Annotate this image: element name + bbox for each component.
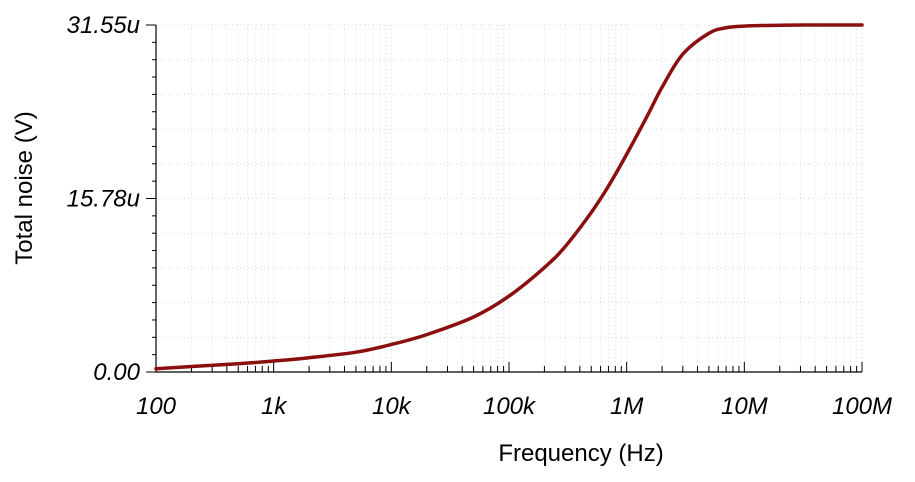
grid [155,24,863,372]
x-tick-label: 100k [483,393,537,420]
x-tick-label: 100M [832,393,892,420]
y-axis-title: Total noise (V) [11,111,38,264]
series-line-total-noise [154,23,864,371]
y-tick-label: 31.55u [67,12,140,39]
axes [146,24,863,373]
x-tick-label: 1M [610,393,643,420]
x-tick-label: 100 [136,393,177,420]
y-tick-labels: 0.00 15.78u 31.55u [67,12,141,386]
x-axis-title: Frequency (Hz) [498,440,663,467]
x-tick-label: 10M [721,393,768,420]
x-tick-label: 10k [372,393,413,420]
series-layer [154,23,864,371]
x-tick-labels: 100 1k 10k 100k 1M 10M 100M [136,393,892,420]
x-tick-label: 1k [261,393,288,420]
y-tick-label: 0.00 [93,359,140,386]
y-tick-label: 15.78u [67,185,140,212]
